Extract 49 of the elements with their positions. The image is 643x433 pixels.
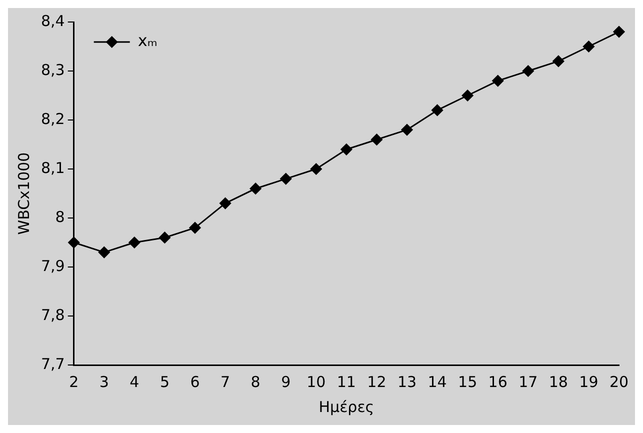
y-tick-label: 8 (55, 208, 65, 226)
y-tick-label: 8,4 (40, 12, 65, 30)
point (613, 26, 625, 38)
point (462, 90, 474, 102)
y-axis-title: WBCx1000 (14, 152, 33, 235)
x-tick-label: 18 (548, 372, 568, 391)
x-tick-label: 16 (488, 372, 508, 391)
x-tick-label: 12 (367, 372, 386, 391)
x-tick-label: 20 (609, 372, 629, 391)
point (189, 222, 201, 234)
x-tick-label: 8 (250, 372, 260, 391)
legend-label: xₘ (138, 31, 158, 50)
point (280, 173, 292, 185)
x-tick-label: 9 (281, 372, 291, 391)
point (522, 65, 534, 77)
y-tick-label: 8,2 (40, 110, 65, 128)
point (370, 134, 382, 146)
x-tick-label: 13 (397, 372, 417, 391)
point (98, 246, 110, 258)
x-tick-label: 14 (428, 372, 447, 391)
point (310, 163, 322, 175)
y-tick-label: 7,9 (40, 256, 65, 275)
point (68, 236, 80, 248)
y-tick-label: 8,1 (40, 158, 65, 177)
x-tick-label: 19 (579, 372, 598, 391)
point (432, 104, 444, 116)
y-tick-label: 8,3 (40, 60, 65, 79)
x-tick-label: 7 (220, 372, 230, 391)
x-tick-label: 4 (130, 372, 140, 391)
point (401, 124, 413, 136)
point (250, 182, 262, 194)
x-tick-label: 11 (336, 372, 356, 391)
x-axis-title: Ημέρες (318, 398, 374, 416)
point (492, 75, 504, 87)
y-tick-label: 7,7 (40, 354, 65, 373)
x-tick-label: 2 (69, 372, 79, 391)
x-tick-label: 3 (99, 372, 109, 391)
x-tick-label: 15 (458, 372, 478, 391)
x-tick-label: 5 (160, 372, 170, 391)
point (582, 40, 594, 52)
x-tick-label: 6 (190, 372, 200, 391)
point (220, 198, 232, 210)
point (158, 232, 170, 244)
point (128, 236, 140, 248)
x-tick-label: 10 (306, 372, 326, 391)
y-tick-label: 7,8 (40, 306, 65, 324)
point (340, 144, 352, 156)
point (552, 55, 564, 67)
x-tick-label: 17 (518, 372, 538, 391)
